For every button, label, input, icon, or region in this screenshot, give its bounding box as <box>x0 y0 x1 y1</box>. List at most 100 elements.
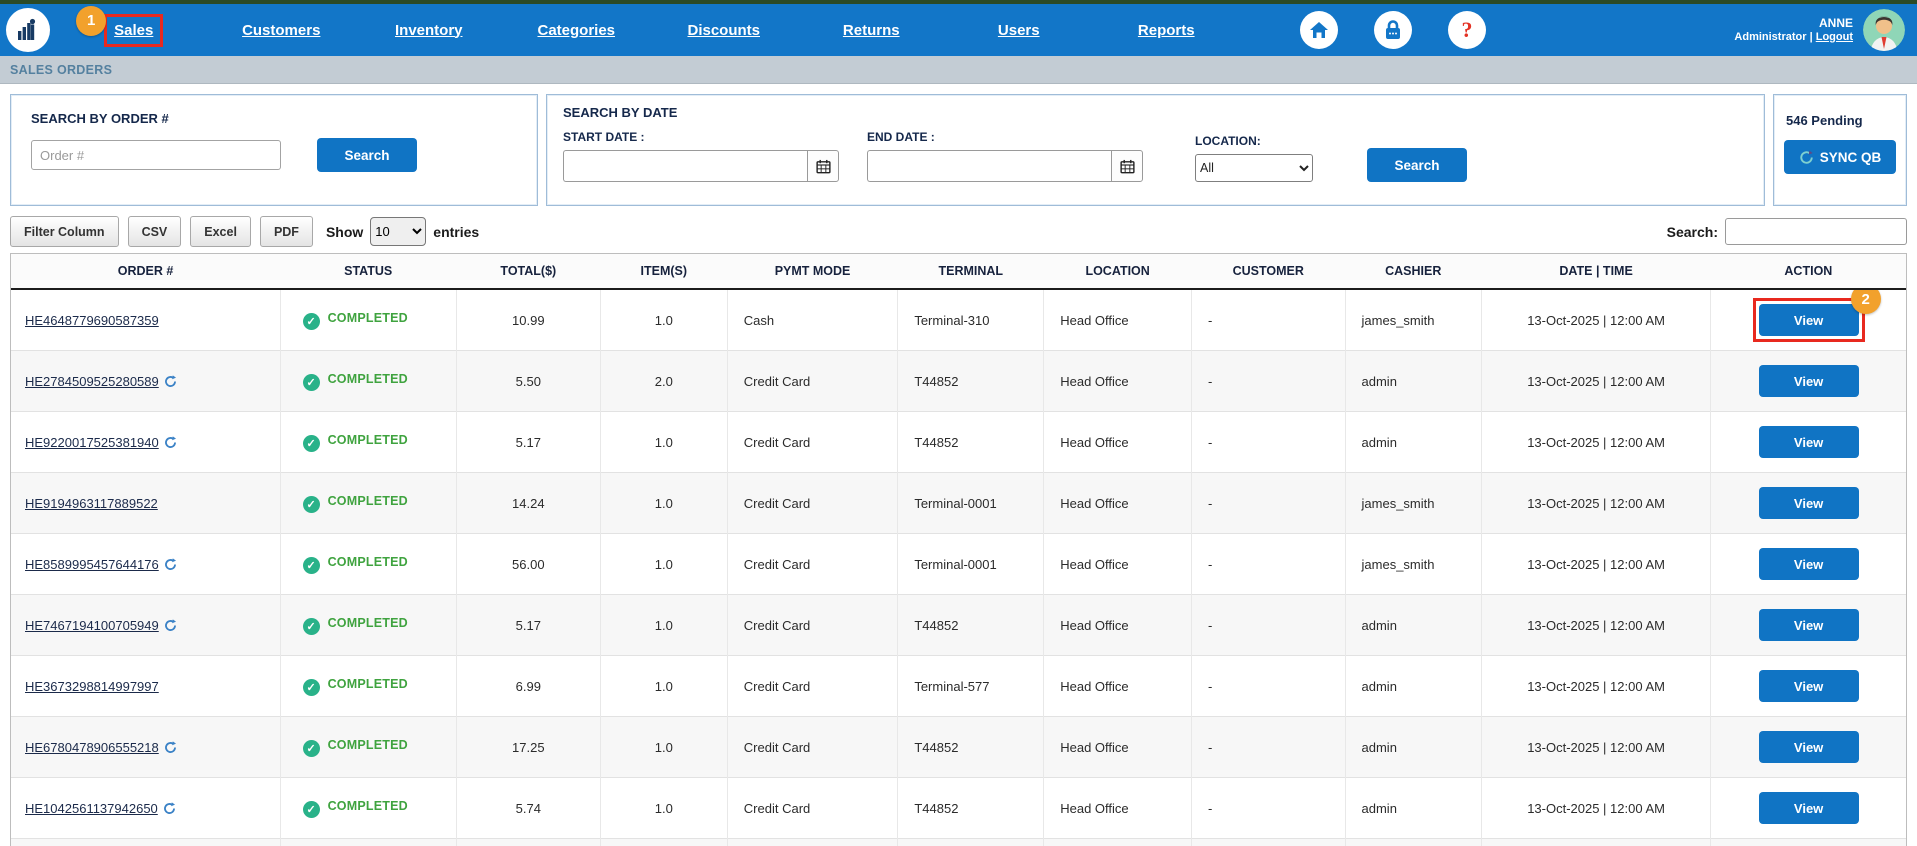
terminal-cell: T44852 <box>898 778 1044 839</box>
nav-icon-group: ? <box>1300 11 1486 49</box>
location-select[interactable]: All <box>1195 154 1313 182</box>
action-cell: View <box>1711 839 1906 846</box>
table-row: HE9220017525381940 ✓COMPLETED 5.17 1.0 C… <box>11 412 1906 473</box>
view-button[interactable]: View <box>1759 487 1859 519</box>
total-cell: 5.74 <box>456 778 600 839</box>
order-number-link[interactable]: HE9194963117889522 <box>25 496 158 511</box>
order-number-input[interactable] <box>31 140 281 170</box>
total-cell: 10.99 <box>456 289 600 351</box>
home-button[interactable] <box>1300 11 1338 49</box>
nav-item-reports[interactable]: Reports <box>1093 20 1241 41</box>
view-button[interactable]: View <box>1759 731 1859 763</box>
view-button[interactable]: View <box>1759 426 1859 458</box>
filter-column-button[interactable]: Filter Column <box>10 216 119 247</box>
app-logo[interactable] <box>6 8 50 52</box>
order-number-link[interactable]: HE9220017525381940 <box>25 435 159 450</box>
status-cell: ✓COMPLETED <box>280 595 456 656</box>
header-location[interactable]: LOCATION <box>1044 254 1192 289</box>
page-size-select[interactable]: 10 <box>370 217 426 246</box>
end-date-calendar-button[interactable] <box>1111 150 1143 182</box>
location-cell: Head Office <box>1044 351 1192 412</box>
order-cell: HE6780478906555218 <box>11 717 280 778</box>
order-cell: HE8589995457644176 <box>11 534 280 595</box>
header-action[interactable]: ACTION <box>1711 254 1906 289</box>
date-time-cell: 13-Oct-2025 | 12:00 AM <box>1481 839 1710 846</box>
nav-menu: Sales1 Customers Inventory Categories Di… <box>60 20 1240 41</box>
table-search-input[interactable] <box>1725 218 1907 245</box>
total-cell: 17.25 <box>456 717 600 778</box>
terminal-cell: Terminal-577 <box>898 656 1044 717</box>
status-cell: ✓COMPLETED <box>280 778 456 839</box>
view-button[interactable]: View <box>1759 670 1859 702</box>
action-cell: View <box>1711 778 1906 839</box>
nav-item-customers[interactable]: Customers <box>208 20 356 41</box>
page-title: SALES ORDERS <box>10 63 112 77</box>
nav-item-inventory[interactable]: Inventory <box>355 20 503 41</box>
date-search-button[interactable]: Search <box>1367 148 1467 182</box>
header-total[interactable]: TOTAL($) <box>456 254 600 289</box>
nav-item-users[interactable]: Users <box>945 20 1093 41</box>
location-cell: Head Office <box>1044 412 1192 473</box>
start-date-calendar-button[interactable] <box>807 150 839 182</box>
order-number-link[interactable]: HE1042561137942650 <box>25 801 158 816</box>
order-cell: HE1042561137942650 <box>11 778 280 839</box>
order-search-button[interactable]: Search <box>317 138 417 172</box>
table-row: HE8228460334458660 ✓COMPLETED 57.50 1.0 … <box>11 839 1906 846</box>
status-cell: ✓COMPLETED <box>280 412 456 473</box>
order-number-link[interactable]: HE6780478906555218 <box>25 740 159 755</box>
order-number-link[interactable]: HE4648779690587359 <box>25 313 159 328</box>
header-cashier[interactable]: CASHIER <box>1345 254 1481 289</box>
order-number-link[interactable]: HE8589995457644176 <box>25 557 159 572</box>
header-order[interactable]: ORDER # <box>11 254 280 289</box>
nav-item-returns[interactable]: Returns <box>798 20 946 41</box>
payment-mode-cell: Credit Card <box>727 778 898 839</box>
header-pymt-mode[interactable]: PYMT MODE <box>727 254 898 289</box>
completed-check-icon: ✓ <box>303 618 320 635</box>
header-terminal[interactable]: TERMINAL <box>898 254 1044 289</box>
view-button[interactable]: View <box>1759 365 1859 397</box>
header-status[interactable]: STATUS <box>280 254 456 289</box>
excel-export-button[interactable]: Excel <box>190 216 251 247</box>
lock-button[interactable] <box>1374 11 1412 49</box>
view-button[interactable]: View <box>1759 548 1859 580</box>
items-cell: 1.0 <box>600 473 727 534</box>
pdf-export-button[interactable]: PDF <box>260 216 313 247</box>
action-cell: View <box>1711 351 1906 412</box>
order-number-link[interactable]: HE2784509525280589 <box>25 374 159 389</box>
start-date-input[interactable] <box>563 150 807 182</box>
nav-item-sales[interactable]: Sales1 <box>60 20 208 41</box>
header-customer[interactable]: CUSTOMER <box>1192 254 1345 289</box>
nav-item-categories[interactable]: Categories <box>503 20 651 41</box>
status-cell: ✓COMPLETED <box>280 656 456 717</box>
order-cell: HE9194963117889522 <box>11 473 280 534</box>
customer-cell: - <box>1192 534 1345 595</box>
order-cell: HE7467194100705949 <box>11 595 280 656</box>
order-cell: HE9220017525381940 <box>11 412 280 473</box>
view-button[interactable]: View <box>1759 304 1859 336</box>
table-row: HE2784509525280589 ✓COMPLETED 5.50 2.0 C… <box>11 351 1906 412</box>
customer-cell: - <box>1192 473 1345 534</box>
view-button[interactable]: View <box>1759 609 1859 641</box>
payment-mode-cell: Cash <box>727 289 898 351</box>
customer-cell: - <box>1192 412 1345 473</box>
avatar[interactable] <box>1863 9 1905 51</box>
view-button[interactable]: View <box>1759 792 1859 824</box>
order-number-link[interactable]: HE7467194100705949 <box>25 618 159 633</box>
total-cell: 5.17 <box>456 595 600 656</box>
items-cell: 1.0 <box>600 656 727 717</box>
payment-mode-cell: Credit Card <box>727 412 898 473</box>
end-date-input[interactable] <box>867 150 1111 182</box>
nav-item-discounts[interactable]: Discounts <box>650 20 798 41</box>
order-number-link[interactable]: HE3673298814997997 <box>25 679 159 694</box>
logout-link[interactable]: Logout <box>1816 31 1853 43</box>
help-button[interactable]: ? <box>1448 11 1486 49</box>
status-text: COMPLETED <box>328 555 408 569</box>
cashier-cell: james_smith <box>1345 534 1481 595</box>
status-cell: ✓COMPLETED <box>280 534 456 595</box>
completed-check-icon: ✓ <box>303 496 320 513</box>
csv-export-button[interactable]: CSV <box>128 216 182 247</box>
location-label: LOCATION: <box>1195 134 1313 148</box>
header-items[interactable]: ITEM(S) <box>600 254 727 289</box>
sync-qb-button[interactable]: SYNC QB <box>1784 140 1896 174</box>
header-date-time[interactable]: DATE | TIME <box>1481 254 1710 289</box>
